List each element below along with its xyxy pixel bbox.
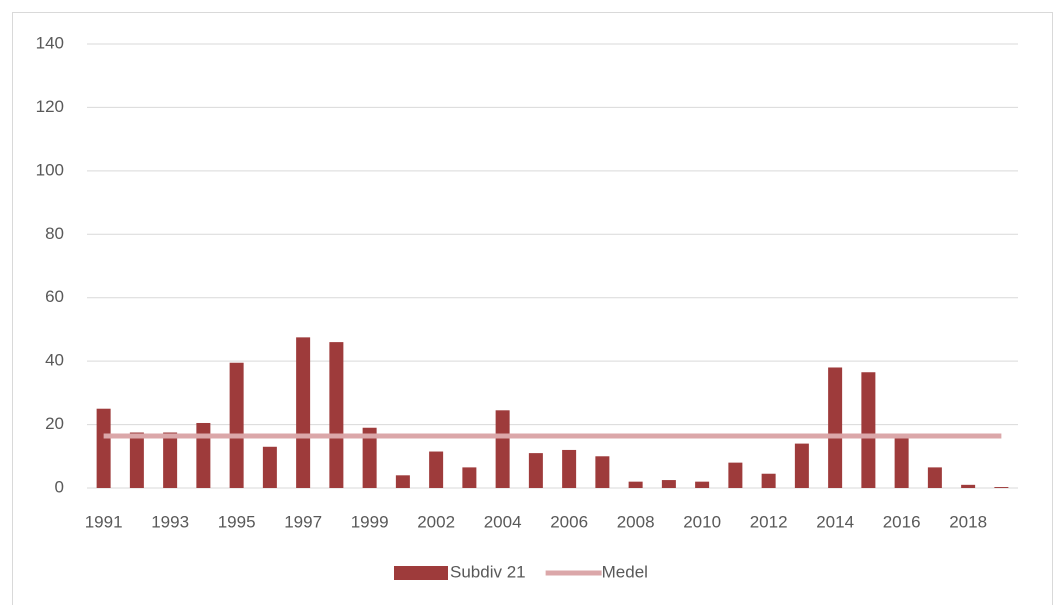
y-tick-label: 0 [55, 477, 64, 496]
legend-label: Subdiv 21 [450, 562, 526, 581]
x-tick-label: 2018 [949, 512, 987, 531]
x-tick-label: 2002 [417, 512, 455, 531]
x-tick-label: 2008 [617, 512, 655, 531]
bar [728, 462, 743, 488]
legend-swatch [394, 566, 448, 580]
x-tick-label: 2012 [750, 512, 788, 531]
x-tick-label: 2016 [883, 512, 921, 531]
bar [794, 443, 809, 488]
bar [296, 337, 311, 488]
bar [695, 481, 710, 488]
bar [994, 487, 1009, 488]
bar [96, 408, 111, 488]
bar [495, 410, 510, 488]
bar [129, 432, 144, 488]
x-tick-label: 2010 [683, 512, 721, 531]
chart-border [12, 12, 1053, 605]
bar [229, 362, 244, 488]
bar [927, 467, 942, 488]
bar [961, 484, 976, 488]
y-tick-label: 140 [36, 33, 64, 52]
x-tick-label: 2006 [550, 512, 588, 531]
bar [262, 446, 277, 488]
bar [196, 422, 211, 488]
bar [628, 481, 643, 488]
bar [562, 449, 577, 488]
bar [894, 435, 909, 488]
x-tick-label: 2014 [816, 512, 854, 531]
x-tick-label: 1999 [351, 512, 389, 531]
y-tick-label: 120 [36, 97, 64, 116]
y-tick-label: 40 [45, 351, 64, 370]
bar [362, 427, 377, 488]
bar [395, 475, 410, 488]
bar [595, 456, 610, 488]
bar [828, 367, 843, 488]
bar [528, 453, 543, 488]
bar [163, 432, 178, 488]
bar [429, 451, 444, 488]
y-tick-label: 80 [45, 224, 64, 243]
x-tick-label: 2004 [484, 512, 522, 531]
bar [661, 480, 676, 488]
y-tick-label: 100 [36, 160, 64, 179]
bar [761, 473, 776, 488]
x-tick-label: 1993 [151, 512, 189, 531]
bar [462, 467, 477, 488]
bar [861, 372, 876, 488]
x-tick-label: 1997 [284, 512, 322, 531]
x-tick-label: 1991 [85, 512, 123, 531]
bar [329, 342, 344, 488]
legend-label: Medel [602, 562, 648, 581]
x-tick-label: 1995 [218, 512, 256, 531]
y-tick-label: 20 [45, 414, 64, 433]
y-tick-label: 60 [45, 287, 64, 306]
